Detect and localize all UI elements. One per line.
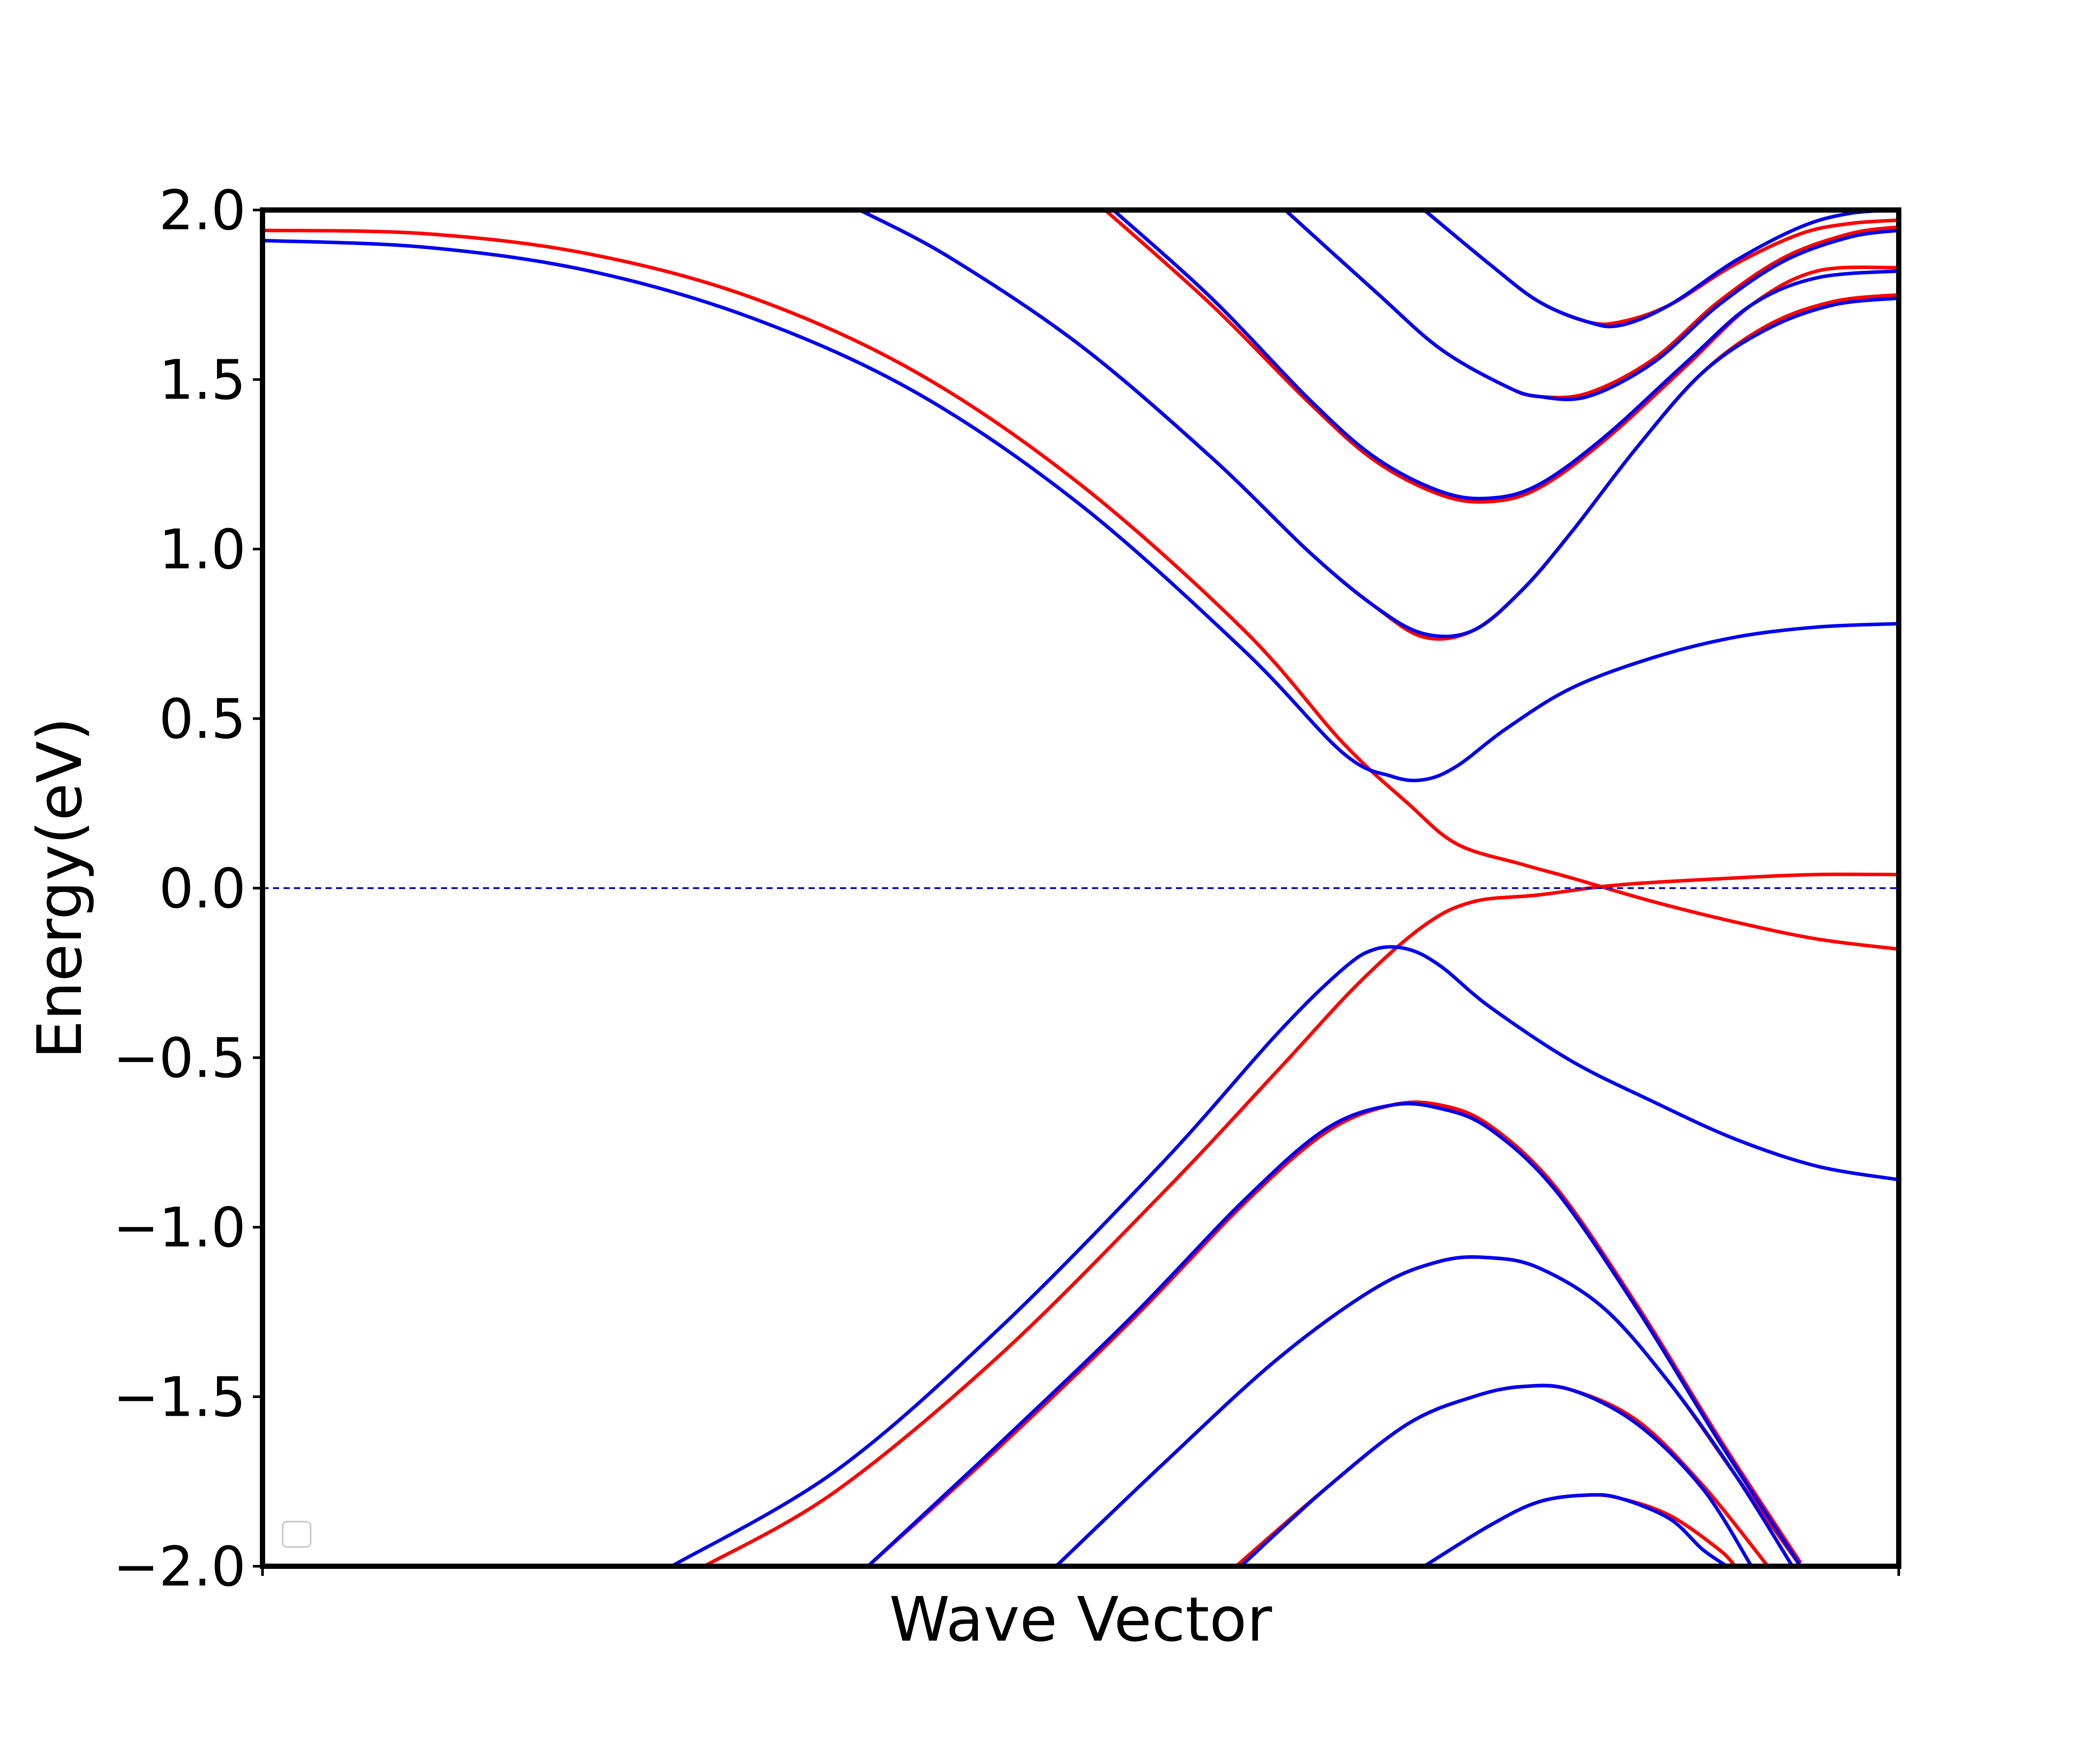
y-tick-label: 0.0 — [159, 857, 246, 920]
y-tick-label: −2.0 — [113, 1535, 246, 1599]
y-tick-label: 1.5 — [159, 349, 246, 412]
x-axis-label: Wave Vector — [889, 1584, 1272, 1656]
blue-band-1-line — [262, 238, 1899, 783]
y-tick-label: −1.5 — [113, 1366, 246, 1429]
blue-band-5-line — [1284, 210, 1899, 401]
y-tick-label: −0.5 — [113, 1027, 246, 1090]
red-band-10-line — [1423, 1493, 1737, 1566]
y-tick-label: 1.0 — [159, 518, 246, 581]
red-band-3-line — [859, 210, 1899, 641]
red-band-9-line — [1235, 1384, 1769, 1566]
blue-band-2-line — [670, 945, 1899, 1566]
blue-band-4-line — [1112, 210, 1899, 500]
red-band-2-line — [703, 872, 1899, 1566]
x-axis — [261, 1566, 1900, 1576]
y-axis: 2.0 1.5 1.0 0.5 0.0 −0.5 −1.0 −1.5 −2.0 — [113, 179, 262, 1599]
band-lines — [262, 210, 1899, 1566]
blue-band-10-line — [1423, 1493, 1728, 1566]
red-band-4-line — [1104, 210, 1899, 504]
red-band-1-line — [262, 228, 1899, 951]
y-axis-label: Energy(eV) — [24, 717, 96, 1059]
red-band-7-line — [867, 1100, 1802, 1566]
red-band-5-line — [1284, 210, 1899, 399]
blue-band-8-line — [1055, 1255, 1794, 1566]
blue-band-3-line — [859, 210, 1899, 638]
y-tick-label: 2.0 — [159, 179, 246, 242]
blue-band-6-line — [1423, 210, 1899, 329]
legend-box — [282, 1521, 312, 1548]
blue-band-7-line — [867, 1102, 1802, 1566]
y-tick-label: −1.0 — [113, 1196, 246, 1260]
y-tick-label: 0.5 — [159, 688, 246, 751]
blue-band-9-line — [1239, 1383, 1753, 1566]
